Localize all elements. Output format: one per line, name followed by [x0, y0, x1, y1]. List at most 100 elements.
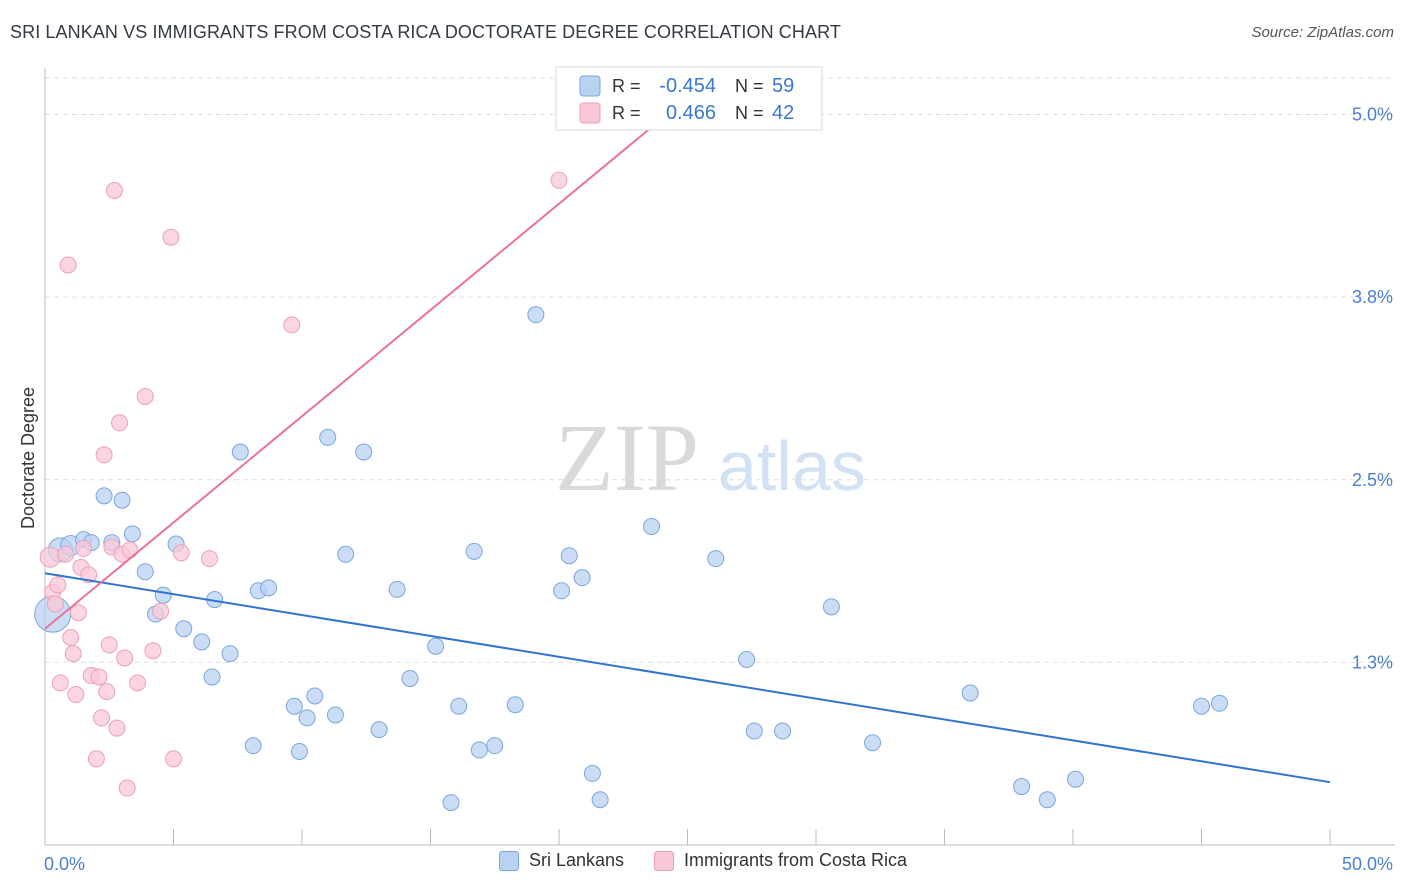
data-point-sri-lankan: [1013, 778, 1031, 796]
data-point-costa-rica: [144, 642, 162, 660]
data-point-costa-rica: [64, 645, 82, 663]
data-point-sri-lankan: [1067, 770, 1085, 788]
data-point-sri-lankan: [864, 734, 882, 752]
stats-legend-pink-swatch: [579, 102, 601, 124]
data-point-costa-rica: [116, 649, 134, 667]
data-point-sri-lankan: [326, 706, 344, 724]
data-point-sri-lankan: [591, 791, 609, 809]
data-point-sri-lankan: [370, 721, 388, 739]
legend-label-sri-lankans: Sri Lankans: [528, 850, 624, 870]
stats-legend-pink-n-label: N =: [735, 103, 764, 123]
data-point-costa-rica: [136, 387, 154, 405]
data-point-sri-lankan: [961, 684, 979, 702]
data-point-sri-lankan: [427, 637, 445, 655]
data-point-costa-rica: [69, 604, 87, 622]
data-point-sri-lankan: [337, 545, 355, 563]
data-point-sri-lankan: [193, 633, 211, 651]
data-point-costa-rica: [118, 779, 136, 797]
data-point-sri-lankan: [1038, 791, 1056, 809]
data-point-sri-lankan: [486, 737, 504, 755]
data-point-costa-rica: [87, 750, 105, 768]
data-point-costa-rica: [59, 256, 77, 274]
legend-item-costa-rica[interactable]: Immigrants from Costa Rica: [654, 850, 907, 871]
data-point-costa-rica: [172, 544, 190, 562]
stats-legend-pink-n-value: 42: [772, 102, 794, 124]
data-point-costa-rica: [39, 546, 61, 568]
legend-swatch-blue: [498, 850, 519, 871]
y-tick-label: 3.8%: [1352, 287, 1393, 307]
data-point-sri-lankan: [260, 579, 278, 597]
data-point-sri-lankan: [745, 722, 763, 740]
data-point-sri-lankan: [442, 794, 460, 812]
data-point-costa-rica: [111, 414, 129, 432]
data-point-costa-rica: [67, 686, 85, 704]
data-point-costa-rica: [283, 316, 301, 334]
stats-legend-blue-n-label: N =: [735, 76, 764, 96]
y-tick-label: 1.3%: [1352, 652, 1393, 672]
data-point-costa-rica: [75, 539, 93, 557]
data-point-costa-rica: [98, 683, 116, 701]
legend-label-costa-rica: Immigrants from Costa Rica: [684, 850, 908, 870]
stats-legend-pink-r-value: 0.466: [666, 102, 716, 124]
data-point-sri-lankan: [319, 428, 337, 446]
source-credit: Source: ZipAtlas.com: [1251, 24, 1394, 41]
data-point-sri-lankan: [355, 443, 373, 461]
data-point-sri-lankan: [822, 598, 840, 616]
data-point-costa-rica: [57, 545, 75, 563]
grid-layer: [45, 77, 1392, 663]
trendline-costa-rica: [44, 113, 668, 630]
data-point-costa-rica: [62, 629, 80, 647]
data-point-costa-rica: [550, 171, 568, 189]
data-point-sri-lankan: [553, 582, 571, 600]
data-point-sri-lankan: [573, 569, 591, 587]
data-point-sri-lankan: [285, 697, 303, 715]
data-point-sri-lankan: [306, 687, 324, 705]
trend-layer: [44, 113, 1331, 784]
data-point-sri-lankan: [388, 580, 406, 598]
data-point-sri-lankan: [560, 547, 578, 565]
chart-title: SRI LANKAN VS IMMIGRANTS FROM COSTA RICA…: [10, 22, 841, 42]
data-point-sri-lankan: [527, 306, 545, 324]
stats-legend: R = -0.454 N = 59 R = 0.466 N = 42: [555, 66, 823, 131]
data-point-sri-lankan: [123, 525, 141, 543]
legend-item-sri-lankans[interactable]: Sri Lankans: [498, 850, 624, 871]
data-point-costa-rica: [105, 181, 123, 199]
data-point-costa-rica: [108, 719, 126, 737]
data-point-sri-lankan: [643, 518, 661, 536]
data-point-costa-rica: [129, 674, 147, 692]
data-point-sri-lankan: [1193, 697, 1210, 715]
data-point-costa-rica: [93, 709, 111, 727]
zipatlas-watermark: ZIP atlas: [555, 404, 866, 511]
x-tick-label-max: 50.0%: [1342, 854, 1393, 874]
data-point-sri-lankan: [231, 443, 249, 461]
data-point-sri-lankan: [707, 550, 725, 568]
data-point-sri-lankan: [465, 542, 483, 560]
data-point-costa-rica: [162, 228, 180, 246]
watermark-zip: ZIP: [555, 404, 699, 511]
data-point-costa-rica: [49, 576, 67, 594]
axis-layer: 1.3% 2.5% 3.8% 5.0% 0.0% 50.0% Doctorate Degre…: [18, 68, 1395, 874]
data-point-costa-rica: [152, 602, 170, 620]
data-point-sri-lankan: [290, 742, 308, 760]
data-point-costa-rica: [46, 595, 64, 613]
data-point-sri-lankan: [203, 668, 221, 686]
data-point-sri-lankan: [136, 563, 154, 581]
data-point-sri-lankan: [244, 737, 262, 755]
data-point-sri-lankan: [154, 586, 172, 604]
data-point-sri-lankan: [221, 645, 239, 663]
stats-legend-blue-swatch: [579, 75, 601, 97]
stats-legend-blue-r-label: R =: [612, 76, 641, 96]
data-point-sri-lankan: [1210, 694, 1228, 712]
legend-swatch-pink: [654, 850, 674, 871]
data-point-costa-rica: [121, 541, 139, 559]
stats-legend-blue-r-value: -0.454: [659, 75, 716, 97]
y-axis-title: Doctorate Degree: [18, 387, 38, 529]
y-tick-label: 5.0%: [1352, 105, 1393, 125]
y-tick-label: 2.5%: [1352, 470, 1393, 490]
data-point-sri-lankan: [95, 487, 113, 505]
data-point-sri-lankan: [583, 764, 601, 782]
x-tick-label-min: 0.0%: [44, 854, 85, 874]
data-point-costa-rica: [51, 674, 69, 692]
trendline-sri-lankans: [44, 572, 1331, 784]
